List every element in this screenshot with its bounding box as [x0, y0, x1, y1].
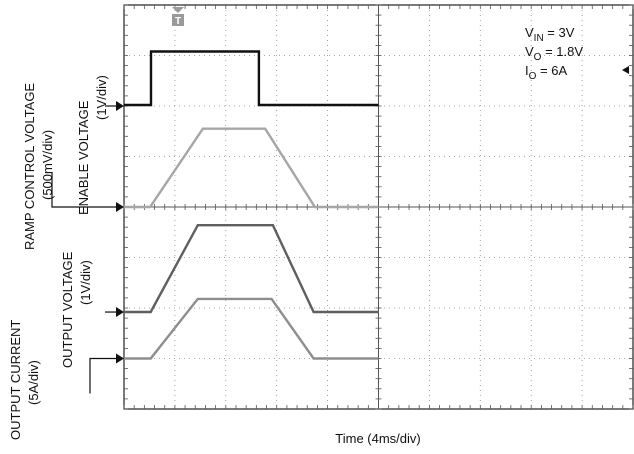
output-voltage-label: OUTPUT VOLTAGE [60, 251, 75, 368]
conditions-annotation: VIN = 3V VO = 1.8V IO = 6A [525, 25, 583, 82]
enable-voltage-label: ENABLE VOLTAGE [76, 100, 91, 215]
output-voltage-scale: (1V/div) [78, 260, 93, 305]
waveform-output-current [124, 297, 379, 360]
offscreen-arrow-icon [622, 66, 629, 74]
ramp-control-voltage-label: RAMP CONTROL VOLTAGE [22, 83, 37, 250]
ground-marker-output-voltage-arrow-icon [116, 307, 124, 318]
output-current-label: OUTPUT CURRENT [8, 320, 23, 440]
x-axis-label: Time (4ms/div) [335, 431, 420, 446]
ground-markers [51, 101, 124, 394]
enable-voltage-scale: (1V/div) [94, 75, 109, 120]
ground-marker-ramp-control-voltage-arrow-icon [116, 202, 124, 212]
waveform-ramp-control-voltage [124, 127, 379, 209]
output-current-scale: (5A/div) [26, 360, 41, 405]
ground-marker-enable-voltage-arrow-icon [116, 101, 124, 111]
grid [123, 4, 634, 410]
io-annotation: IO = 6A [525, 63, 567, 82]
ramp-control-voltage-scale: (500mV/div) [40, 130, 55, 200]
waveform-output-voltage [124, 223, 379, 314]
waveform-enable-voltage [124, 50, 379, 107]
ground-marker-output-current-line [89, 357, 118, 394]
trigger-marker: T [172, 7, 184, 27]
trigger-label: T [175, 16, 181, 27]
waveforms [124, 50, 379, 360]
ground-marker-output-current-arrow-icon [116, 353, 124, 364]
vin-annotation: VIN = 3V [525, 25, 575, 44]
vo-annotation: VO = 1.8V [525, 44, 583, 63]
ground-marker-ramp-control-voltage-line [51, 172, 118, 208]
